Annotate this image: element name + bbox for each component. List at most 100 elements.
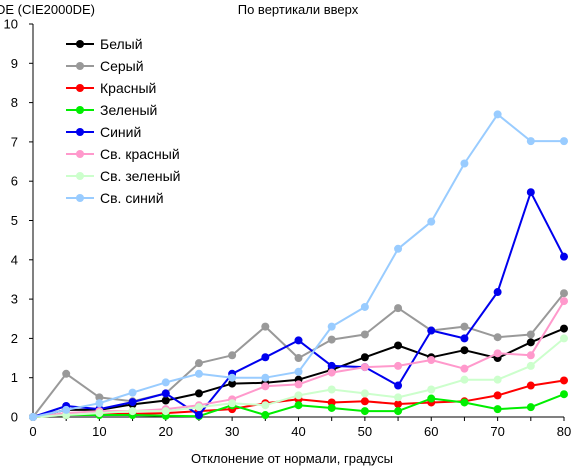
data-point: [360, 389, 369, 398]
chart-title: По вертикали вверх: [238, 2, 359, 17]
x-tick-label: 0: [29, 424, 36, 439]
data-point: [128, 407, 137, 416]
data-point: [427, 356, 436, 365]
data-point: [360, 302, 369, 311]
legend-label: Св. синий: [100, 190, 164, 206]
legend-swatch-marker: [76, 106, 84, 114]
data-point: [194, 389, 203, 398]
y-tick-label: 8: [11, 95, 18, 110]
legend-item: Красный: [66, 80, 156, 96]
data-point: [228, 379, 237, 388]
data-point: [360, 363, 369, 372]
data-point: [261, 373, 270, 382]
x-tick-label: 60: [424, 424, 438, 439]
data-point: [327, 398, 336, 407]
data-point: [161, 389, 170, 398]
series-8: [29, 110, 568, 421]
data-point: [194, 403, 203, 412]
x-tick-label: 10: [92, 424, 106, 439]
legend-items: Белый Серый Красный Зеленый Синий Св. красный…: [66, 36, 180, 206]
data-point: [493, 110, 502, 119]
data-point: [394, 304, 403, 313]
data-point: [161, 396, 170, 405]
data-point: [560, 289, 568, 298]
data-point: [493, 349, 502, 358]
legend-swatch-marker: [76, 62, 84, 70]
legend-swatch-marker: [76, 194, 84, 202]
data-point: [460, 159, 469, 168]
data-point: [128, 398, 137, 407]
data-point: [460, 346, 469, 355]
data-point: [29, 413, 37, 421]
data-point: [327, 335, 336, 344]
data-point: [526, 338, 535, 347]
y-tick-label: 1: [11, 370, 18, 385]
data-point: [460, 364, 469, 373]
data-point: [228, 373, 237, 382]
data-point: [493, 333, 502, 342]
legend-item: Св. красный: [66, 146, 180, 162]
data-point: [360, 397, 369, 406]
data-point: [95, 393, 104, 402]
data-point: [294, 354, 303, 363]
x-tick-label: 30: [225, 424, 239, 439]
legend-label: Св. красный: [100, 146, 180, 162]
data-point: [360, 353, 369, 362]
data-point: [560, 324, 568, 333]
legend-swatch-marker: [76, 84, 84, 92]
y-tick-label: 7: [11, 134, 18, 149]
data-point: [493, 288, 502, 297]
data-point: [327, 368, 336, 377]
y-tick-label: 3: [11, 292, 18, 307]
legend-swatch-marker: [76, 172, 84, 180]
data-point: [261, 411, 270, 420]
data-point: [228, 351, 237, 360]
data-point: [526, 351, 535, 360]
plot-series: [29, 110, 568, 421]
data-point: [327, 403, 336, 412]
data-point: [394, 407, 403, 416]
data-point: [161, 407, 170, 416]
x-tick-label: 20: [159, 424, 173, 439]
y-axis-label: DE (CIE2000DE): [0, 2, 95, 17]
data-point: [394, 400, 403, 409]
data-point: [261, 382, 270, 391]
data-point: [294, 367, 303, 376]
x-tick-label: 50: [358, 424, 372, 439]
legend-item: Зеленый: [66, 102, 157, 118]
legend-item: Св. синий: [66, 190, 164, 206]
data-point: [194, 369, 203, 378]
legend-label: Зеленый: [100, 102, 157, 118]
data-point: [427, 326, 436, 335]
series-7: [29, 334, 568, 421]
legend-label: Красный: [100, 80, 156, 96]
legend-item: Св. зеленый: [66, 168, 180, 184]
data-point: [394, 381, 403, 390]
data-point: [460, 334, 469, 343]
data-point: [526, 137, 535, 146]
legend-label: Белый: [100, 36, 143, 52]
data-point: [327, 322, 336, 331]
legend-label: Св. зеленый: [100, 168, 180, 184]
data-point: [294, 336, 303, 345]
data-point: [526, 403, 535, 412]
data-point: [294, 380, 303, 389]
legend-swatch-marker: [76, 128, 84, 136]
data-point: [194, 359, 203, 368]
y-tick-label: 5: [11, 213, 18, 228]
data-point: [294, 401, 303, 410]
data-point: [95, 409, 104, 418]
data-point: [460, 322, 469, 331]
x-axis-label: Отклонение от нормали, градусы: [191, 451, 393, 466]
data-point: [194, 411, 203, 420]
x-tick-label: 40: [291, 424, 305, 439]
data-point: [560, 376, 568, 385]
data-point: [526, 330, 535, 339]
data-point: [360, 407, 369, 416]
data-point: [526, 381, 535, 390]
x-tick-label: 70: [490, 424, 504, 439]
data-point: [62, 369, 71, 378]
data-point: [261, 353, 270, 362]
data-point: [228, 399, 237, 408]
